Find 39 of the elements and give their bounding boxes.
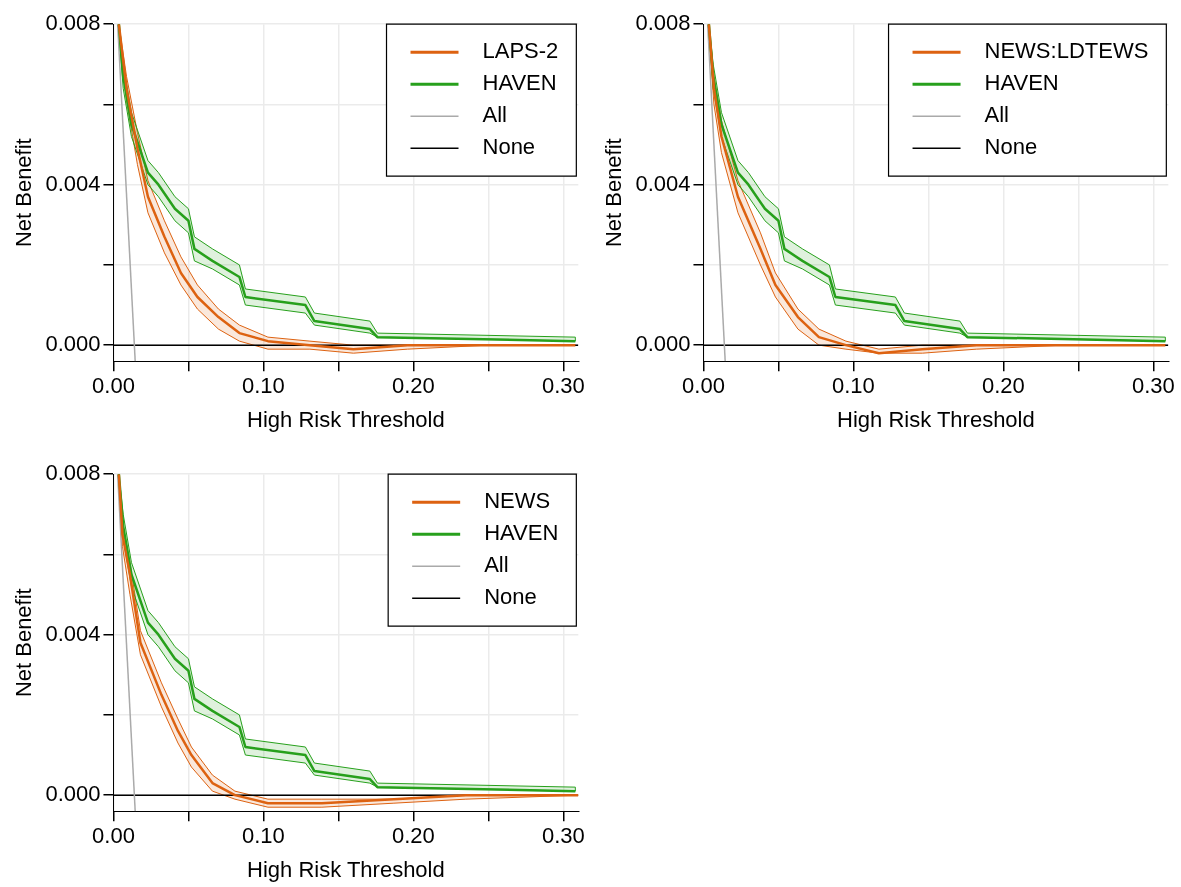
legend-label: None — [484, 584, 537, 610]
legend-label: None — [482, 134, 536, 160]
x-axis-title: High Risk Threshold — [837, 406, 1035, 432]
y-tick-label: 0.004 — [45, 620, 101, 646]
x-axis-title: High Risk Threshold — [247, 406, 445, 432]
x-tick-label: 0.00 — [92, 373, 135, 399]
legend-label: NEWS:LDTEWS — [984, 38, 1149, 64]
y-tick-label: 0.008 — [45, 460, 101, 486]
legend-label: HAVEN — [984, 70, 1059, 96]
x-tick-label: 0.10 — [242, 823, 285, 849]
y-axis-title: Net Benefit — [11, 138, 37, 248]
x-axis-title: High Risk Threshold — [247, 856, 445, 882]
legend-label: None — [984, 134, 1038, 160]
legend-label: HAVEN — [482, 70, 557, 96]
y-axis-title: Net Benefit — [601, 138, 627, 248]
x-tick-label: 0.00 — [92, 823, 135, 849]
y-tick-label: 0.004 — [635, 170, 691, 196]
x-tick-label: 0.10 — [242, 373, 285, 399]
legend-label: All — [484, 552, 509, 578]
y-tick-label: 0.000 — [635, 331, 691, 357]
y-tick-label: 0.000 — [45, 781, 101, 807]
legend-label: All — [482, 102, 507, 128]
x-tick-label: 0.30 — [541, 373, 585, 399]
x-tick-label: 0.10 — [832, 373, 875, 399]
x-tick-label: 0.20 — [391, 823, 435, 849]
x-tick-label: 0.20 — [981, 373, 1025, 399]
y-tick-label: 0.008 — [45, 10, 101, 36]
x-tick-label: 0.30 — [1131, 373, 1175, 399]
x-tick-label: 0.00 — [682, 373, 725, 399]
x-tick-label: 0.30 — [541, 823, 585, 849]
legend-label: LAPS-2 — [482, 38, 559, 64]
y-tick-label: 0.000 — [45, 331, 101, 357]
y-axis-title: Net Benefit — [11, 588, 37, 698]
y-tick-label: 0.008 — [635, 10, 691, 36]
legend-label: HAVEN — [484, 520, 559, 546]
y-tick-label: 0.004 — [45, 170, 101, 196]
legend-label: NEWS — [484, 488, 551, 514]
x-tick-label: 0.20 — [391, 373, 435, 399]
legend-label: All — [984, 102, 1009, 128]
